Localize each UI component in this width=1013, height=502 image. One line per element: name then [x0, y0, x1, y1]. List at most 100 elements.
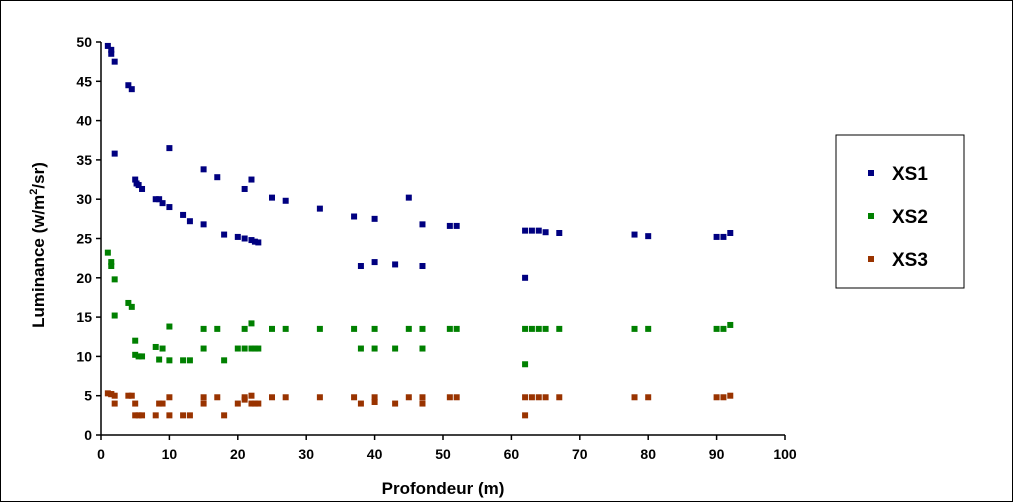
legend: XS1 XS2 XS3 [835, 134, 965, 289]
data-point-xs1 [535, 227, 542, 234]
x-axis-title: Profondeur (m) [382, 479, 505, 498]
data-point-xs2 [446, 325, 453, 332]
data-point-xs2 [200, 345, 207, 352]
data-point-xs1 [371, 259, 378, 266]
data-point-xs1 [528, 227, 535, 234]
data-point-xs3 [371, 398, 378, 405]
data-point-xs1 [132, 176, 139, 183]
data-point-xs3 [357, 400, 364, 407]
x-tick-label: 40 [367, 446, 383, 462]
data-point-xs1 [255, 239, 262, 246]
data-point-xs3 [522, 394, 529, 401]
data-point-xs1 [200, 221, 207, 228]
data-point-xs3 [132, 400, 139, 407]
x-tick-label: 0 [97, 446, 105, 462]
data-point-xs3 [405, 394, 412, 401]
data-point-xs3 [269, 394, 275, 401]
data-point-xs2 [405, 325, 412, 332]
x-tick-label: 20 [230, 446, 246, 462]
data-point-xs1 [248, 237, 255, 244]
x-tick-label: 60 [504, 446, 520, 462]
data-point-xs2 [156, 356, 163, 363]
data-point-xs3 [214, 394, 221, 401]
data-point-xs3 [255, 400, 262, 407]
data-point-xs1 [446, 222, 453, 229]
data-point-xs1 [128, 86, 135, 93]
data-point-xs2 [139, 353, 146, 360]
data-point-xs1 [214, 174, 221, 181]
y-tick-label: 30 [76, 191, 92, 207]
legend-label-xs2: XS2 [892, 207, 928, 228]
data-point-xs3 [720, 394, 727, 401]
data-point-xs2 [125, 299, 132, 306]
data-point-xs2 [419, 325, 426, 332]
data-point-xs3 [200, 400, 207, 407]
y-axis-title-main: Luminance (w/m [29, 195, 48, 328]
data-point-xs2 [248, 345, 255, 352]
data-point-xs1 [180, 211, 187, 218]
data-point-xs1 [713, 233, 720, 240]
data-point-xs1 [631, 231, 638, 238]
data-point-xs1 [351, 213, 358, 220]
data-point-xs3 [180, 412, 187, 419]
data-point-xs2 [269, 325, 275, 332]
data-point-xs1 [152, 196, 159, 203]
data-point-xs1 [166, 204, 173, 211]
data-point-xs2 [316, 325, 323, 332]
data-point-xs2 [282, 325, 289, 332]
data-point-xs1 [371, 215, 378, 222]
data-point-xs2 [542, 325, 549, 332]
x-tick-label: 30 [298, 446, 314, 462]
legend-marker-xs2 [868, 213, 874, 219]
y-axis-title-suffix: /sr) [29, 162, 48, 188]
data-point-xs1 [108, 46, 115, 53]
data-point-xs2 [241, 325, 248, 332]
data-point-xs2 [159, 345, 166, 352]
data-point-xs3 [111, 392, 118, 399]
data-point-xs1 [453, 222, 460, 229]
data-point-xs1 [405, 194, 412, 201]
data-point-xs1 [542, 229, 549, 236]
data-points [104, 42, 734, 419]
data-point-xs2 [556, 325, 563, 332]
data-point-xs2 [132, 351, 139, 358]
data-point-xs3 [727, 392, 734, 399]
data-point-xs3 [221, 412, 228, 419]
data-point-xs2 [104, 249, 111, 256]
x-tick-label: 10 [162, 446, 178, 462]
data-point-xs2 [108, 263, 115, 270]
data-point-xs2 [221, 357, 228, 364]
data-point-xs2 [631, 325, 638, 332]
data-point-xs3 [104, 390, 111, 397]
data-point-xs2 [645, 325, 652, 332]
y-tick-label: 5 [84, 388, 92, 404]
data-point-xs3 [351, 394, 358, 401]
data-point-xs1 [248, 176, 255, 183]
y-tick-label: 10 [76, 348, 92, 364]
data-point-xs2 [453, 325, 460, 332]
x-tick-label: 90 [709, 446, 725, 462]
data-point-xs1 [727, 229, 734, 236]
data-point-xs3 [248, 400, 255, 407]
y-tick-label: 45 [76, 73, 92, 89]
data-point-xs2 [166, 357, 173, 364]
data-point-xs3 [371, 394, 378, 401]
data-point-xs2 [111, 276, 118, 283]
y-tick-label: 15 [76, 309, 92, 325]
data-point-xs3 [645, 394, 652, 401]
data-point-xs2 [528, 325, 535, 332]
data-point-xs1 [166, 145, 173, 152]
data-point-xs1 [159, 200, 166, 207]
data-point-xs2 [419, 345, 426, 352]
data-point-xs1 [392, 261, 399, 268]
data-point-xs3 [156, 400, 163, 407]
data-point-xs3 [234, 400, 241, 407]
y-tick-label: 25 [76, 231, 92, 247]
data-point-xs2 [108, 259, 115, 266]
data-point-xs1 [645, 233, 652, 240]
data-point-xs1 [419, 221, 426, 228]
data-point-xs2 [135, 353, 142, 360]
data-point-xs3 [159, 400, 166, 407]
data-point-xs3 [713, 394, 720, 401]
